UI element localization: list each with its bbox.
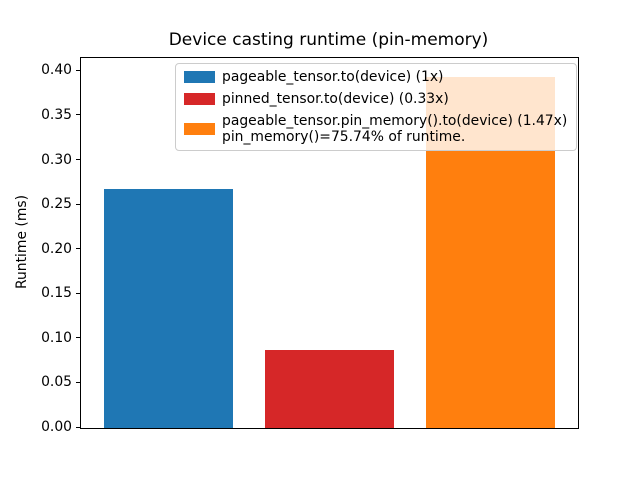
y-tick-mark [76, 381, 80, 383]
y-tick-label: 0.15 [41, 285, 72, 302]
legend-label-line: pageable_tensor.pin_memory().to(device) … [222, 113, 568, 129]
y-tick-mark [76, 69, 80, 71]
y-tick-label: 0.00 [41, 419, 72, 435]
bar-pinned_tensor.to(device) [264, 349, 395, 428]
y-tick-mark [76, 159, 80, 161]
y-tick-label: 0.35 [41, 106, 72, 123]
legend-label-line: pin_memory()=75.74% of runtime. [222, 129, 466, 145]
y-tick-label: 0.20 [41, 240, 72, 257]
y-tick-label: 0.05 [41, 374, 72, 391]
bar-pageable_tensor.to(device) [103, 189, 233, 428]
y-tick-mark [76, 114, 80, 116]
legend-swatch-icon [184, 93, 215, 105]
legend-row: pageable_tensor.pin_memory().to(device) … [184, 113, 567, 145]
y-tick-mark [76, 292, 80, 294]
y-tick-mark [76, 248, 80, 250]
legend-label: pageable_tensor.to(device) (1x) [222, 69, 443, 85]
y-tick-mark [76, 426, 80, 428]
legend-label-line: pinned_tensor.to(device) (0.33x) [222, 91, 449, 107]
chart-title: Device casting runtime (pin-memory) [168, 30, 489, 50]
y-tick-mark [76, 337, 80, 339]
legend-label-line: pageable_tensor.to(device) (1x) [222, 69, 444, 85]
legend-label: pageable_tensor.pin_memory().to(device) … [222, 113, 567, 145]
legend-row: pageable_tensor.to(device) (1x) [184, 69, 567, 85]
y-tick-mark [76, 203, 80, 205]
y-tick-label: 0.30 [41, 151, 72, 168]
y-axis-label: Runtime (ms) [14, 194, 30, 290]
legend-swatch-icon [184, 71, 215, 83]
y-tick-label: 0.25 [41, 196, 72, 213]
legend-row: pinned_tensor.to(device) (0.33x) [184, 91, 567, 107]
legend: pageable_tensor.to(device) (1x) pinned_te… [175, 63, 578, 151]
y-tick-label: 0.10 [41, 329, 72, 346]
legend-label: pinned_tensor.to(device) (0.33x) [222, 91, 449, 107]
y-tick-label: 0.40 [41, 62, 72, 79]
legend-swatch-icon [184, 123, 215, 135]
